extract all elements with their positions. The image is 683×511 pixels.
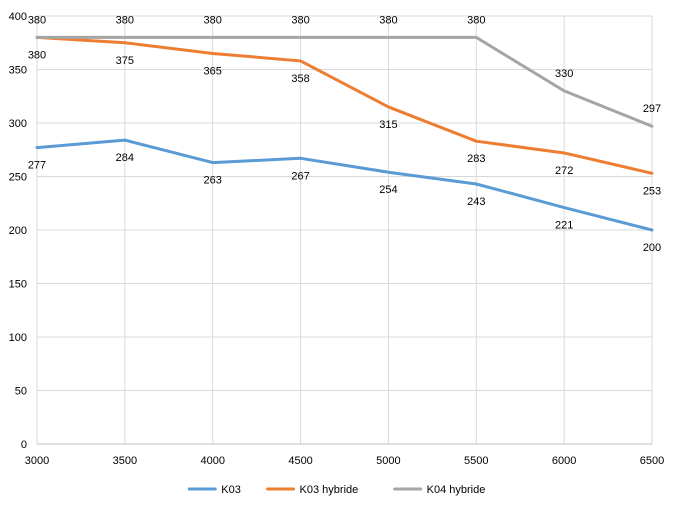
data-label: 263: [204, 175, 222, 187]
series-line-2: [35, 35, 654, 175]
data-label: 200: [643, 242, 661, 254]
data-label: 380: [379, 14, 397, 26]
y-tick-label: 300: [9, 118, 27, 130]
x-tick-label: 3500: [113, 455, 137, 467]
data-label: 253: [643, 185, 661, 197]
legend-label: K03: [221, 484, 241, 496]
data-label: 243: [467, 196, 485, 208]
data-label: 254: [379, 184, 397, 196]
y-tick-label: 400: [9, 11, 27, 23]
x-tick-label: 6000: [552, 455, 576, 467]
y-tick-label: 150: [9, 279, 27, 291]
data-label: 365: [204, 65, 222, 77]
y-tick-label: 350: [9, 65, 27, 77]
y-tick-label: 200: [9, 225, 27, 237]
y-tick-label: 0: [21, 439, 27, 451]
series-line-1: [35, 138, 654, 232]
data-label: 277: [28, 160, 46, 172]
data-label: 380: [28, 14, 46, 26]
x-tick-label: 4500: [288, 455, 312, 467]
axes: 0 50 100 150 200 250 300 350 400 3000 3500 4000 4500…: [9, 11, 665, 467]
legend-label: K03 hybride: [300, 484, 359, 496]
data-label: 380: [28, 49, 46, 61]
gridlines: [36, 15, 653, 444]
data-label: 375: [116, 55, 134, 67]
y-tick-label: 250: [9, 172, 27, 184]
legend-item: K03: [187, 484, 241, 496]
legend-label: K04 hybride: [427, 484, 486, 496]
x-tick-label: 6500: [640, 455, 664, 467]
legend-item: K04 hybride: [393, 484, 486, 496]
data-label: 283: [467, 153, 485, 165]
data-label: 272: [555, 165, 573, 177]
data-label: 358: [291, 73, 309, 85]
y-tick-label: 50: [15, 386, 27, 398]
data-label: 380: [291, 14, 309, 26]
data-label: 330: [555, 68, 573, 80]
data-label: 380: [116, 14, 134, 26]
data-label: 380: [467, 14, 485, 26]
data-label: 380: [204, 14, 222, 26]
x-tick-label: 4000: [200, 455, 224, 467]
y-tick-label: 100: [9, 332, 27, 344]
x-tick-label: 3000: [25, 455, 49, 467]
data-label: 284: [116, 152, 134, 164]
data-label: 221: [555, 220, 573, 232]
data-label: 297: [643, 103, 661, 115]
series-line-3: [35, 35, 654, 128]
series-lines: [35, 35, 654, 232]
data-label: 267: [291, 170, 309, 182]
legend: K03 K03 hybride K04 hybride: [187, 484, 486, 496]
data-label: 315: [379, 119, 397, 131]
x-tick-label: 5500: [464, 455, 488, 467]
legend-item: K03 hybride: [266, 484, 359, 496]
x-tick-label: 5000: [376, 455, 400, 467]
data-labels: 277 284 263 267 254 243 221 200 380 375 365 358 315 2…: [28, 14, 661, 254]
